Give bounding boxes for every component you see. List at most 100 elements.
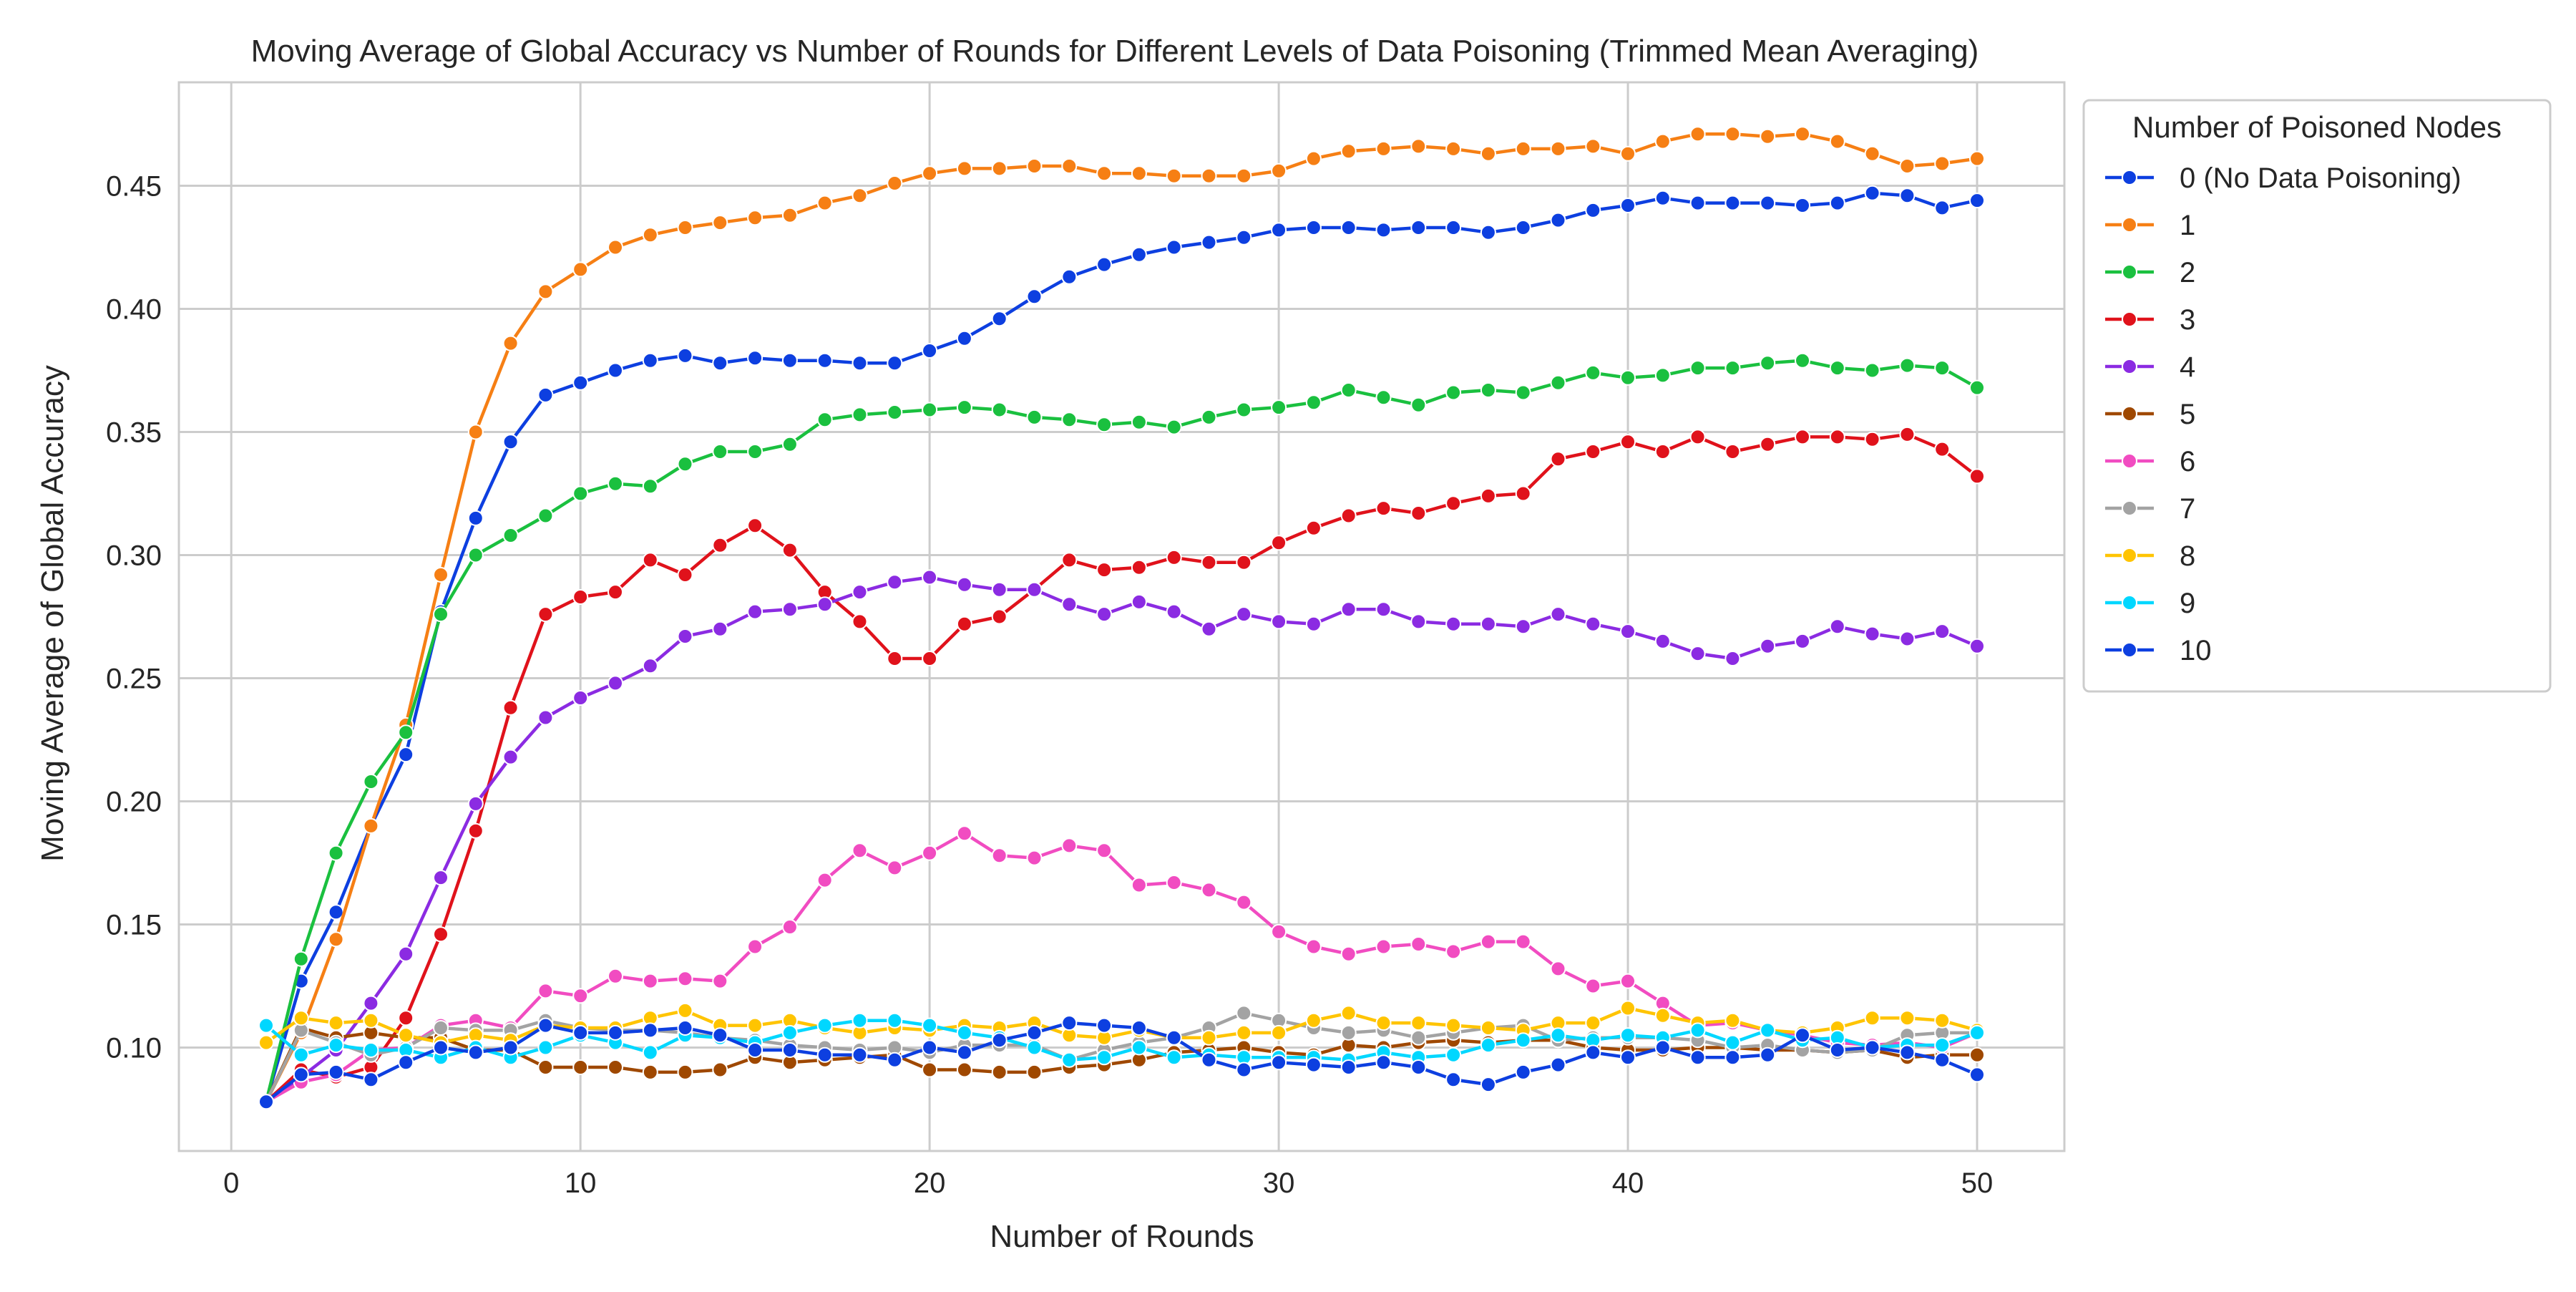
data-point (781, 919, 798, 935)
data-point (887, 404, 903, 420)
data-point (433, 1020, 449, 1036)
data-point (1585, 1015, 1601, 1031)
data-point (1271, 222, 1287, 238)
data-point (1061, 158, 1078, 174)
data-point (1305, 616, 1322, 632)
data-point (1654, 133, 1671, 150)
legend-item: 0 (No Data Poisoning) (2105, 162, 2462, 194)
data-point (747, 444, 763, 460)
data-point (502, 699, 519, 716)
data-point (887, 175, 903, 191)
legend-label: 8 (2180, 540, 2195, 572)
data-point (1375, 222, 1392, 238)
data-point (1864, 626, 1880, 642)
data-point (1969, 1046, 1985, 1063)
legend-item: 9 (2105, 588, 2195, 619)
data-point (1131, 559, 1147, 575)
data-point (642, 1064, 658, 1080)
data-point (1305, 1057, 1322, 1073)
data-point (1934, 200, 1951, 216)
legend-item: 5 (2105, 399, 2195, 430)
data-point (816, 596, 833, 613)
data-point (956, 330, 972, 346)
data-point (1550, 212, 1566, 228)
data-point (1201, 1051, 1217, 1068)
data-point (1620, 369, 1636, 386)
data-point (1480, 1037, 1496, 1054)
data-point (712, 444, 728, 460)
chart-title: Moving Average of Global Accuracy vs Num… (251, 34, 1979, 69)
data-point (1305, 938, 1322, 955)
data-point (1864, 362, 1880, 379)
data-point (572, 988, 589, 1004)
data-point (1166, 1049, 1182, 1066)
data-point (433, 567, 449, 583)
data-point (712, 215, 728, 231)
data-point (433, 870, 449, 886)
data-point (258, 1034, 274, 1051)
data-point (677, 567, 693, 583)
series-10 (258, 1015, 1985, 1110)
data-point (1061, 412, 1078, 428)
data-point (608, 1059, 623, 1075)
data-point (816, 872, 833, 888)
data-point (1340, 1059, 1357, 1075)
data-point (1585, 616, 1601, 632)
data-point (1201, 621, 1217, 637)
data-point (1271, 162, 1287, 179)
data-point (608, 584, 623, 601)
x-tick-label: 20 (914, 1167, 946, 1199)
data-point (852, 842, 868, 859)
data-point (1061, 1051, 1078, 1068)
ticks: 0 10 20 30 40 50 0.10 0.15 0.20 0.25 0.30 0.35 0.40 0… (106, 170, 1993, 1199)
x-tick-label: 0 (223, 1167, 239, 1199)
data-point (1305, 520, 1322, 536)
data-point (537, 507, 554, 524)
data-point (1340, 946, 1357, 962)
data-point (956, 1044, 972, 1061)
data-point (677, 220, 693, 235)
data-point (1724, 1012, 1741, 1029)
data-point (1096, 842, 1113, 859)
legend-item: 8 (2105, 540, 2195, 572)
data-point (1201, 1029, 1217, 1046)
data-point (1515, 618, 1531, 635)
data-point (1410, 397, 1427, 413)
data-point (887, 651, 903, 666)
data-point (1934, 441, 1951, 457)
legend-marker (2122, 548, 2137, 563)
series-0 (258, 185, 1985, 1110)
legend-item: 3 (2105, 304, 2195, 336)
data-point (991, 608, 1008, 625)
data-point (608, 1024, 623, 1041)
data-point (1654, 367, 1671, 384)
data-point (1550, 140, 1566, 157)
data-point (1410, 1015, 1427, 1031)
data-point (781, 1042, 798, 1058)
data-point (363, 1072, 379, 1088)
y-tick-label: 0.10 (106, 1033, 162, 1064)
data-point (712, 537, 728, 553)
data-point (1724, 444, 1741, 460)
data-point (1760, 1022, 1776, 1039)
data-point (328, 931, 344, 948)
data-point (1061, 268, 1078, 285)
data-point (502, 749, 519, 765)
data-point (1899, 631, 1916, 647)
data-point (1340, 507, 1357, 524)
data-point (1654, 190, 1671, 206)
plot-frame (177, 81, 2066, 1152)
data-point (608, 675, 623, 691)
legend-marker (2122, 217, 2137, 233)
legend-label: 1 (2180, 210, 2195, 241)
legend-item: 10 (2105, 635, 2212, 666)
data-point (852, 584, 868, 601)
data-point (398, 1010, 414, 1026)
data-point (642, 1022, 658, 1039)
data-point (1760, 195, 1776, 211)
data-point (467, 424, 484, 440)
data-point (677, 1002, 693, 1019)
data-point (1201, 554, 1217, 570)
data-point (1480, 145, 1496, 162)
